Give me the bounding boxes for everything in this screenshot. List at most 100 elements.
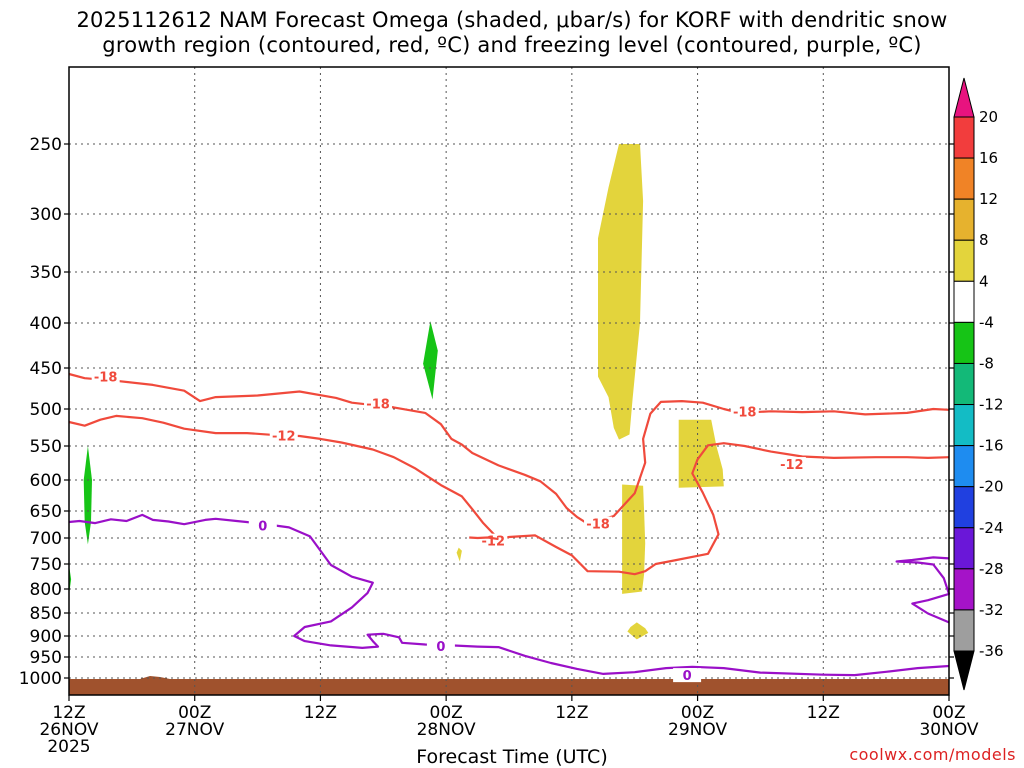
freezing-contour-label-bg-0-0 xyxy=(248,518,277,533)
colorbar-label-2: 12 xyxy=(979,190,998,208)
temp-contour-label-0-0: -18 xyxy=(94,371,118,386)
colorbar-box-8 xyxy=(953,445,975,488)
colorbar-label-11: -28 xyxy=(979,560,1004,578)
colorbar-label-1: 16 xyxy=(979,149,998,167)
y-tick-label-450: 450 xyxy=(30,359,62,379)
x-tick-label-12-0: 00Z xyxy=(178,703,211,723)
y-tick-label-800: 800 xyxy=(30,580,62,600)
x-tick-label-24-0: 12Z xyxy=(304,703,337,723)
chart-title-line1: 2025112612 NAM Forecast Omega (shaded, μ… xyxy=(76,8,948,32)
x-tick-label-84-0: 00Z xyxy=(932,703,965,723)
colorbar-box-1 xyxy=(953,157,975,200)
gridlines xyxy=(68,67,950,695)
terrain-band xyxy=(69,679,949,695)
freezing-contour-label-0-2: 0 xyxy=(683,669,692,684)
temp-contour-line-1 xyxy=(68,414,950,576)
x-tick-label-0-2: 2025 xyxy=(47,737,90,757)
temp-contour-label-bg-1-2 xyxy=(777,457,806,472)
freezing-contour-label-0-0: 0 xyxy=(258,519,267,534)
credit-text: coolwx.com/models xyxy=(849,745,1016,764)
omega-region-1 xyxy=(622,484,646,594)
x-tick-label-36-1: 28NOV xyxy=(417,720,476,740)
x-tick-label-84-1: 30NOV xyxy=(919,720,978,740)
y-tick-label-600: 600 xyxy=(30,471,62,491)
omega-region-6 xyxy=(423,321,438,400)
y-tick-label-250: 250 xyxy=(30,135,62,155)
colorbar-label-7: -12 xyxy=(979,396,1004,414)
colorbar-box-10 xyxy=(953,527,975,570)
y-tick-label-850: 850 xyxy=(30,604,62,624)
colorbar-label-9: -20 xyxy=(979,478,1004,496)
omega-region-0 xyxy=(598,144,644,440)
colorbar-box-0 xyxy=(953,116,975,159)
temp-contour-label-bg-0-3 xyxy=(730,404,759,419)
x-tick-label-36-0: 00Z xyxy=(430,703,463,723)
colorbar-label-4: 4 xyxy=(979,272,989,290)
omega-shading-layer xyxy=(69,144,724,640)
colorbar-label-8: -16 xyxy=(979,437,1004,455)
x-tick-label-60-0: 00Z xyxy=(681,703,714,723)
temp-contour-label-0-2: -18 xyxy=(586,518,610,533)
colorbar-label-12: -32 xyxy=(979,601,1004,619)
terrain-layer xyxy=(69,676,949,695)
omega-region-3 xyxy=(627,622,649,640)
freezing-contour-line-1 xyxy=(895,556,951,624)
temp-contour-label-bg-0-0 xyxy=(91,369,120,384)
temp-contour-label-1-0: -12 xyxy=(272,429,296,444)
temp-contour-line-0 xyxy=(68,372,950,525)
y-tick-label-350: 350 xyxy=(30,263,62,283)
y-tick-label-550: 550 xyxy=(30,437,62,457)
chart-title-line2: growth region (contoured, red, ºC) and f… xyxy=(102,33,922,57)
colorbar-box-11 xyxy=(953,568,975,611)
colorbar-box-5 xyxy=(953,321,975,364)
colorbar-label-0: 20 xyxy=(979,108,998,126)
x-tick-label-0-1: 26NOV xyxy=(39,720,98,740)
colorbar-box-2 xyxy=(953,198,975,241)
x-tick-label-0-0: 12Z xyxy=(52,703,85,723)
colorbar-box-6 xyxy=(953,362,975,406)
temp-contour-label-bg-1-0 xyxy=(269,428,298,443)
freezing-contour-label-bg-0-2 xyxy=(673,668,702,683)
colorbar-label-5: -4 xyxy=(979,313,994,331)
freezing-contour-label-bg-0-1 xyxy=(426,639,455,654)
colorbar-box-7 xyxy=(953,404,975,447)
temp-contour-label-0-3: -18 xyxy=(733,405,757,420)
y-tick-label-500: 500 xyxy=(30,400,62,420)
chart-title: 2025112612 NAM Forecast Omega (shaded, μ… xyxy=(0,8,1024,58)
freezing-contours: 0 0 0 xyxy=(68,513,951,684)
y-tick-label-300: 300 xyxy=(30,205,62,225)
x-tick-label-60-1: 29NOV xyxy=(668,720,727,740)
temp-contour-label-0-1: -18 xyxy=(366,398,390,413)
temp-contour-label-bg-0-2 xyxy=(584,516,613,531)
temp-contour-label-1-2: -12 xyxy=(780,458,804,473)
temp-contour-label-bg-0-1 xyxy=(364,396,393,411)
colorbar-bottom-arrow xyxy=(953,650,975,691)
colorbar-box-12 xyxy=(953,609,975,652)
colorbar-label-13: -36 xyxy=(979,642,1004,660)
freezing-contour-label-0-1: 0 xyxy=(436,640,445,655)
colorbar-box-4 xyxy=(953,280,975,323)
y-tick-label-650: 650 xyxy=(30,502,62,522)
temperature-contours: -18-18-18-18-12-12-12 xyxy=(68,369,950,576)
y-tick-label-1000: 1000 xyxy=(19,669,62,689)
temp-contour-line-2 xyxy=(469,536,499,541)
freezing-contour-line-0 xyxy=(68,513,950,677)
colorbar-label-6: -8 xyxy=(979,354,994,372)
omega-region-5 xyxy=(83,446,92,545)
y-tick-label-950: 950 xyxy=(30,648,62,668)
axes: 250 300 350 400 450 500 550 600 650 700 750 800 850 9… xyxy=(19,66,979,757)
x-tick-label-72-0: 12Z xyxy=(807,703,840,723)
plot-frame xyxy=(68,66,950,696)
colorbar: 20 16 12 8 4 -4 -8 -12 -16 -20 -24 -28 -32 -36 xyxy=(953,77,1004,691)
colorbar-box-9 xyxy=(953,486,975,529)
colorbar-top-arrow xyxy=(953,77,975,118)
y-tick-label-700: 700 xyxy=(30,529,62,549)
colorbar-box-3 xyxy=(953,239,975,282)
y-tick-label-750: 750 xyxy=(30,555,62,575)
colorbar-label-3: 8 xyxy=(979,231,989,249)
x-tick-label-48-0: 12Z xyxy=(555,703,588,723)
colorbar-label-10: -24 xyxy=(979,519,1004,537)
omega-region-4 xyxy=(456,547,462,562)
x-tick-label-12-1: 27NOV xyxy=(165,720,224,740)
